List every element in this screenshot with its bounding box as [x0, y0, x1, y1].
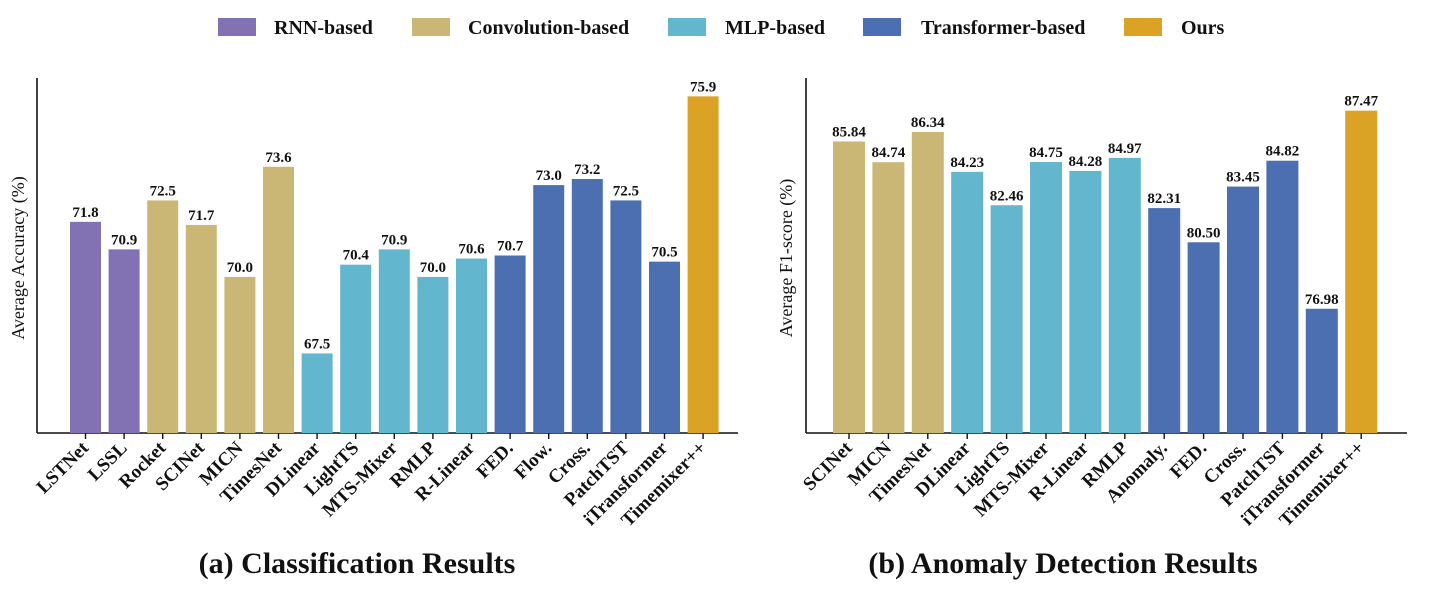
classification-bar-rocket — [147, 200, 179, 433]
anomaly-value-label-itransformer: 76.98 — [1305, 292, 1339, 308]
legend-label-convolution: Convolution-based — [468, 17, 629, 39]
legend-swatch-rnn — [218, 18, 256, 36]
anomaly-bars: 85.84SCINet84.74MICN86.34TimesNet84.23DL… — [799, 94, 1378, 531]
anomaly-bar-anomaly — [1148, 208, 1181, 433]
legend-item-transformer: Transformer-based — [863, 17, 1085, 39]
classification-bar-fed — [494, 255, 526, 433]
anomaly-value-label-rmlp: 84.97 — [1108, 141, 1142, 157]
anomaly-bar-fed — [1187, 242, 1220, 433]
anomaly-value-label-cross: 83.45 — [1226, 170, 1260, 186]
classification-tick-label-fed: FED. — [473, 438, 518, 483]
anomaly-y-axis-label: Average F1-score (%) — [776, 179, 797, 338]
classification-bar-flow — [533, 185, 565, 433]
anomaly-bar-cross — [1227, 186, 1259, 433]
classification-value-label-lstnet: 71.8 — [72, 205, 98, 221]
classification-bars: 71.8LSTNet70.9LSSL72.5Rocket71.7SCINet70… — [33, 79, 719, 531]
classification-value-label-fed: 70.7 — [497, 239, 524, 255]
classification-value-label-dlinear: 67.5 — [304, 336, 330, 352]
anomaly-value-label-micn: 84.74 — [872, 145, 906, 161]
anomaly-value-label-fed: 80.50 — [1187, 225, 1221, 241]
anomaly-caption: (b) Anomaly Detection Results — [868, 547, 1257, 580]
anomaly-bar-dlinear — [951, 171, 984, 434]
classification-value-label-rmlp: 70.0 — [420, 260, 446, 276]
classification-chart: Average Accuracy (%) 71.8LSTNet70.9LSSL7… — [8, 78, 738, 580]
legend-label-mlp: MLP-based — [725, 17, 825, 39]
classification-tick-label-lstnet: LSTNet — [33, 437, 94, 498]
anomaly-bar-timesnet — [911, 132, 944, 434]
legend-swatch-convolution — [412, 18, 450, 36]
classification-bar-dlinear — [301, 353, 333, 433]
legend-item-ours: Ours — [1124, 17, 1225, 39]
classification-bar-scinet — [185, 224, 217, 433]
anomaly-bar-rmlp — [1108, 157, 1141, 433]
classification-bar-cross — [571, 178, 603, 433]
classification-caption: (a) Classification Results — [199, 547, 516, 580]
classification-value-label-itransformer: 70.5 — [651, 245, 677, 261]
anomaly-value-label-scinet: 85.84 — [832, 124, 866, 140]
legend-swatch-mlp — [668, 18, 706, 36]
classification-bar-rmlp — [417, 276, 449, 433]
anomaly-bar-micn — [872, 162, 905, 433]
classification-value-label-micn: 70.0 — [227, 260, 253, 276]
classification-value-label-timesnet: 73.6 — [265, 150, 292, 166]
classification-value-label-cross: 73.2 — [574, 162, 600, 178]
classification-bar-r-linear — [456, 258, 487, 433]
anomaly-bar-r-linear — [1069, 170, 1102, 434]
classification-bar-micn — [224, 276, 256, 433]
anomaly-bar-scinet — [833, 141, 865, 433]
anomaly-value-label-timemixer: 87.47 — [1344, 94, 1378, 110]
legend-label-ours: Ours — [1181, 17, 1225, 39]
classification-bar-patchtst — [610, 200, 642, 433]
classification-value-label-lssl: 70.9 — [111, 232, 137, 248]
legend-swatch-ours — [1124, 18, 1162, 36]
legend-swatch-transformer — [863, 18, 901, 36]
classification-value-label-mts-mixer: 70.9 — [381, 232, 407, 248]
legend: RNN-based Convolution-based MLP-based Tr… — [218, 17, 1225, 39]
anomaly-value-label-timesnet: 86.34 — [911, 115, 945, 131]
legend-label-rnn: RNN-based — [274, 17, 373, 39]
anomaly-value-label-patchtst: 84.82 — [1266, 144, 1300, 160]
anomaly-value-label-lightts: 82.46 — [990, 188, 1024, 204]
classification-value-label-timemixer: 75.9 — [690, 79, 716, 95]
anomaly-bar-timemixer — [1345, 110, 1378, 434]
anomaly-value-label-mts-mixer: 84.75 — [1029, 145, 1063, 161]
classification-value-label-scinet: 71.7 — [188, 208, 215, 224]
anomaly-detection-chart: Average F1-score (%) 85.84SCINet84.74MIC… — [776, 78, 1407, 580]
anomaly-bar-patchtst — [1266, 160, 1299, 433]
classification-bar-timesnet — [263, 166, 294, 433]
anomaly-tick-label-scinet: SCINet — [799, 437, 857, 495]
classification-bar-lssl — [108, 249, 140, 433]
classification-value-label-patchtst: 72.5 — [613, 183, 639, 199]
classification-value-label-flow: 73.0 — [536, 168, 562, 184]
classification-bar-lstnet — [70, 221, 101, 433]
legend-item-convolution: Convolution-based — [412, 17, 629, 39]
classification-bar-mts-mixer — [378, 249, 410, 433]
legend-label-transformer: Transformer-based — [921, 17, 1085, 39]
legend-item-mlp: MLP-based — [668, 17, 825, 39]
anomaly-bar-lightts — [990, 205, 1023, 433]
anomaly-value-label-dlinear: 84.23 — [950, 155, 984, 171]
classification-y-axis-label: Average Accuracy (%) — [8, 176, 29, 340]
classification-value-label-rocket: 72.5 — [150, 183, 176, 199]
classification-bar-itransformer — [649, 261, 680, 433]
anomaly-value-label-anomaly: 82.31 — [1147, 191, 1181, 207]
classification-value-label-r-linear: 70.6 — [458, 242, 485, 258]
anomaly-value-label-r-linear: 84.28 — [1069, 154, 1103, 170]
anomaly-bar-mts-mixer — [1030, 162, 1062, 434]
classification-value-label-lightts: 70.4 — [343, 248, 370, 264]
classification-bar-lightts — [340, 264, 372, 433]
anomaly-bar-itransformer — [1305, 308, 1338, 433]
classification-bar-timemixer — [687, 96, 719, 434]
legend-item-rnn: RNN-based — [218, 17, 373, 39]
